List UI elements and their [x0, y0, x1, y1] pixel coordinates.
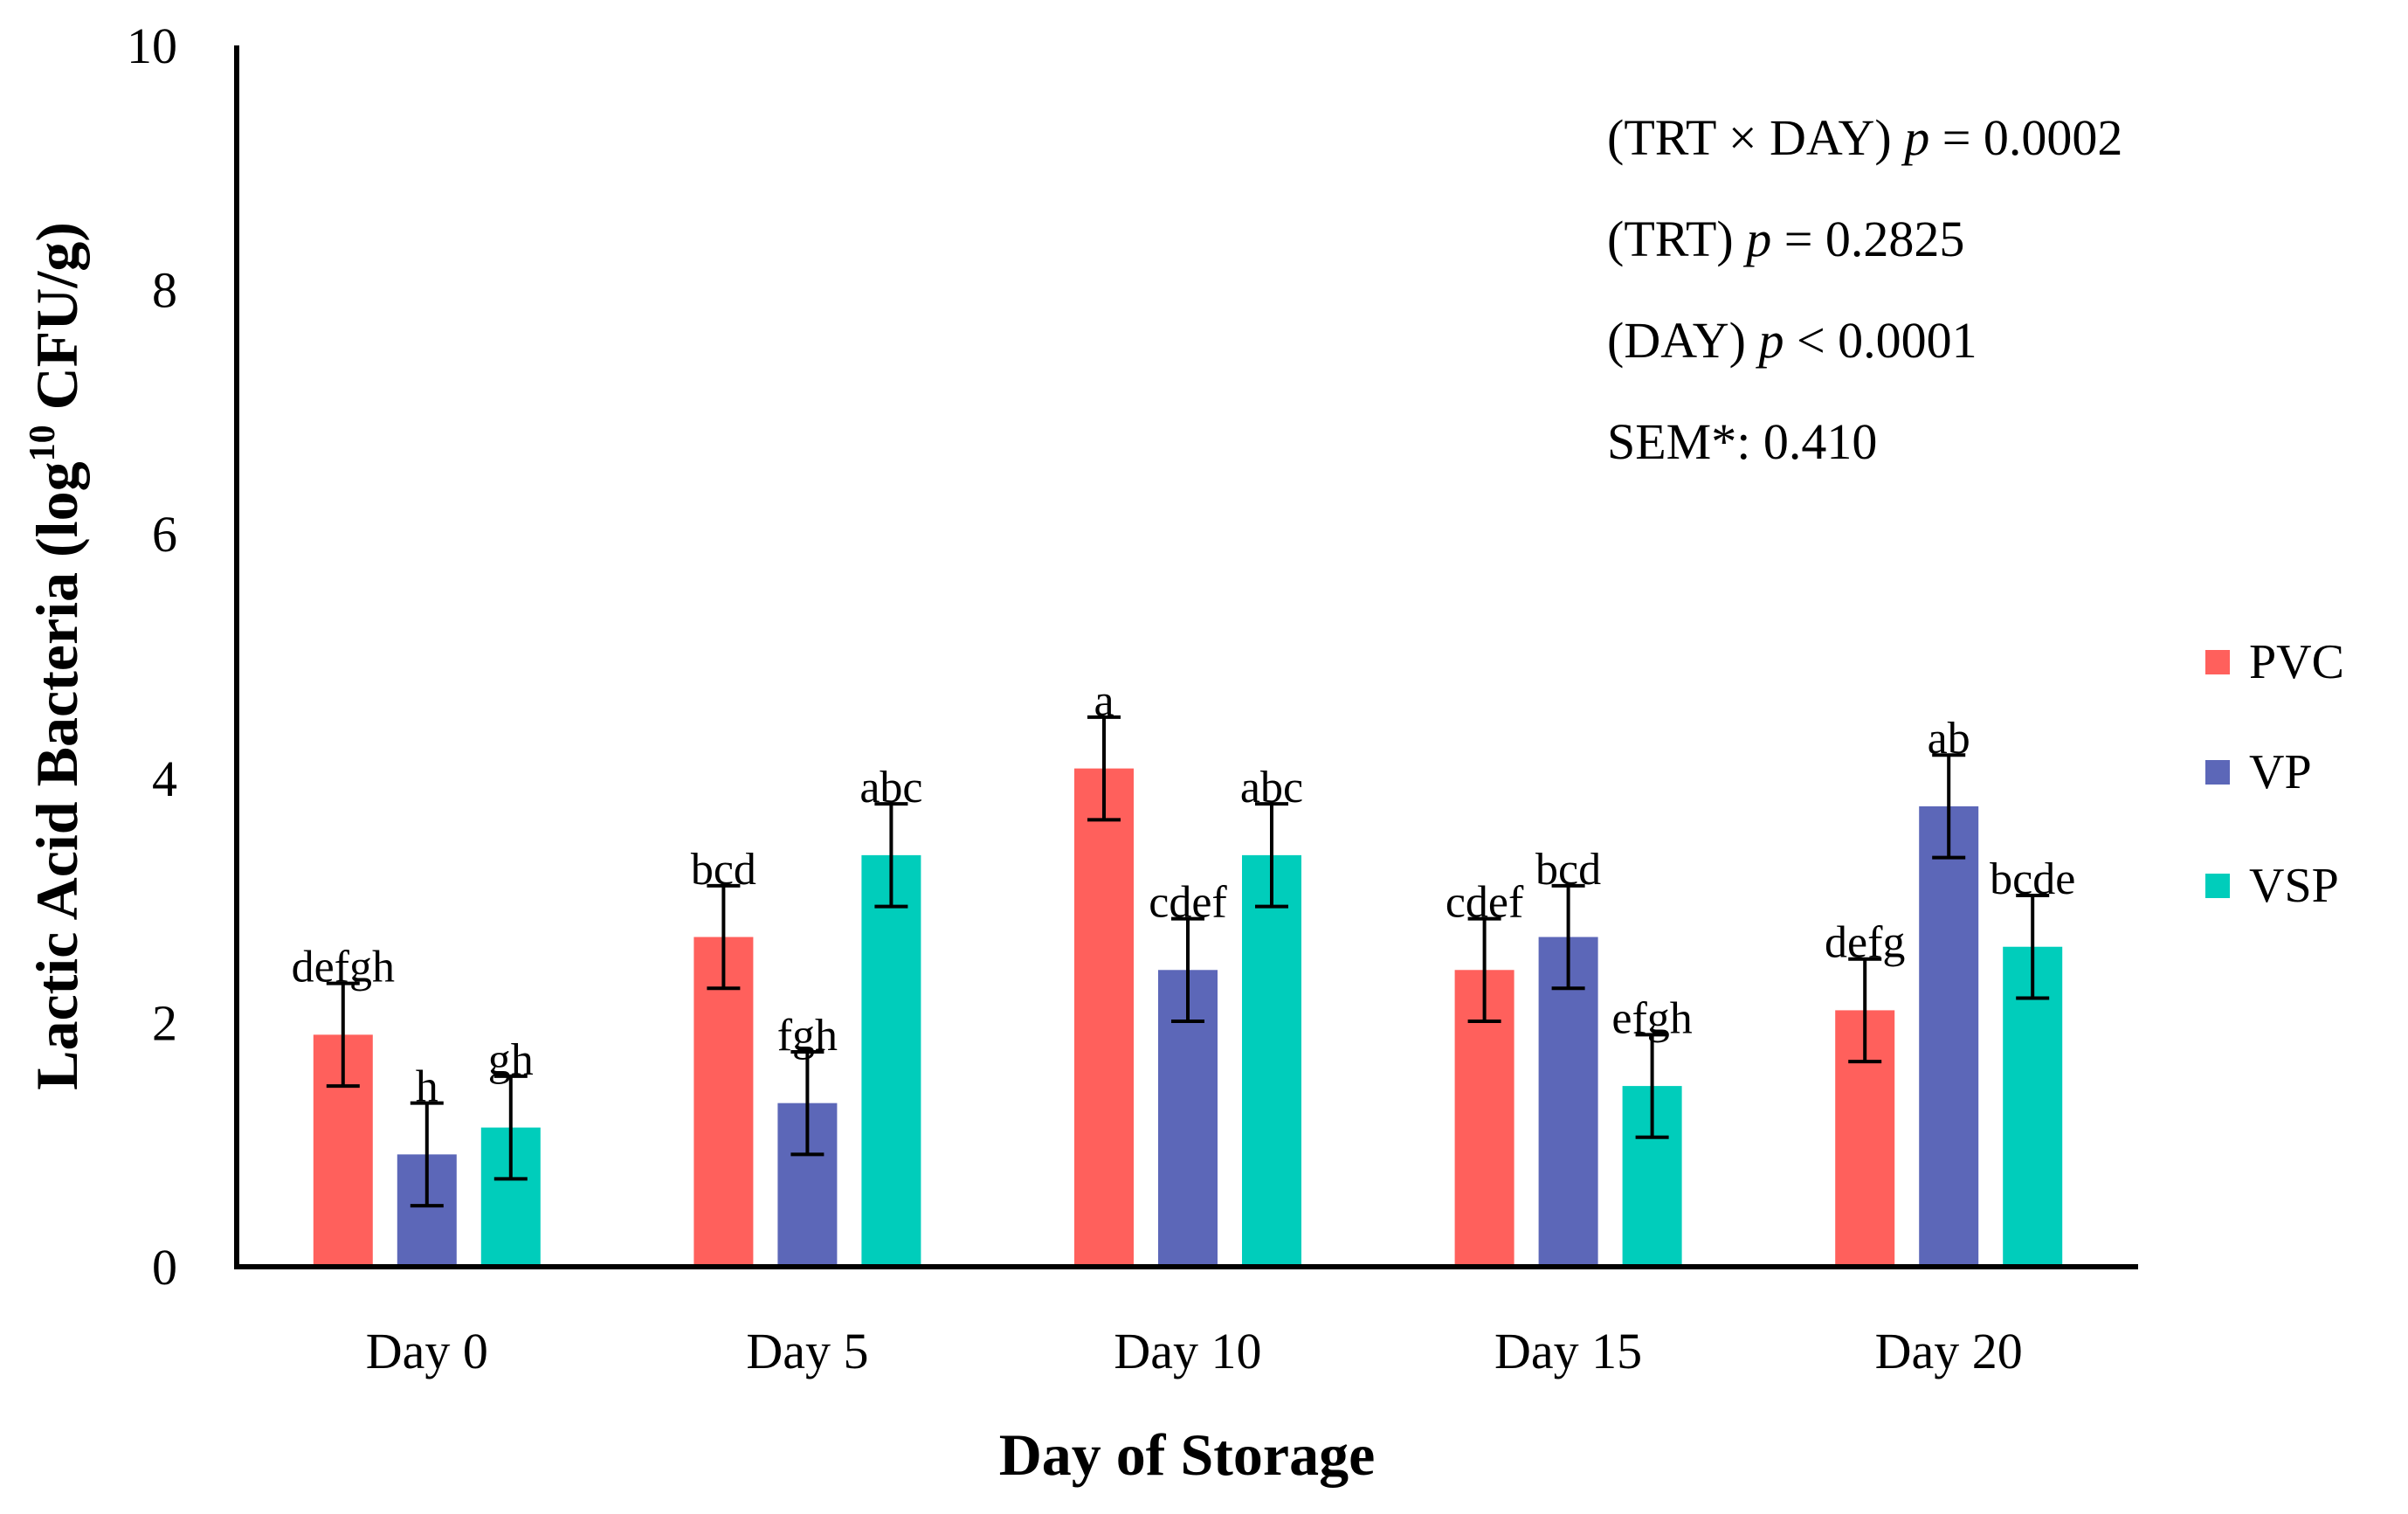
- bar-vp: [1538, 937, 1598, 1267]
- bar-vp: [1919, 805, 1979, 1267]
- stat-post: = 0.0002: [1929, 109, 2123, 166]
- stat-p: p: [1746, 211, 1772, 267]
- x-tick-label: Day 10: [1114, 1323, 1261, 1379]
- significance-label: h: [416, 1062, 438, 1112]
- stat-p: p: [1758, 312, 1784, 369]
- y-tick-label: 6: [152, 506, 177, 563]
- y-axis-ticks: 0 2 4 6 8 10: [127, 17, 177, 1296]
- significance-label: a: [1094, 676, 1114, 726]
- x-tick-label: Day 20: [1875, 1323, 2023, 1379]
- significance-label: abc: [1240, 763, 1303, 812]
- stat-pre: SEM*: 0.410: [1607, 413, 1878, 470]
- y-axis-label-main: Lactic Acid Bacteria (log: [24, 461, 90, 1089]
- significance-label: fgh: [777, 1011, 838, 1061]
- legend-item-vsp: VSP: [2205, 859, 2339, 913]
- stat-pre: (TRT): [1607, 211, 1747, 267]
- significance-label: abc: [859, 763, 922, 812]
- y-axis-label: Lactic Acid Bacteria (log10 CFU/g): [23, 222, 90, 1090]
- y-tick-label: 8: [152, 262, 177, 319]
- bar-pvc: [693, 937, 754, 1267]
- stat-day: (DAY) p < 0.0001: [1607, 311, 1977, 370]
- stat-pre: (TRT × DAY): [1607, 109, 1905, 166]
- y-tick-label: 0: [152, 1239, 177, 1296]
- y-tick-label: 4: [152, 750, 177, 807]
- legend-item-vp: VP: [2205, 745, 2312, 799]
- stat-post: = 0.2825: [1771, 211, 1965, 267]
- y-tick-label: 10: [127, 17, 177, 74]
- bar-pvc: [1074, 768, 1134, 1267]
- legend-swatch-pvc: [2205, 650, 2230, 674]
- x-tick-label: Day 15: [1494, 1323, 1642, 1379]
- legend-label-vp: VP: [2249, 745, 2312, 799]
- x-axis-ticks: Day 0 Day 5 Day 10 Day 15 Day 20: [366, 1323, 2023, 1379]
- stat-sem: SEM*: 0.410: [1607, 412, 1877, 471]
- x-axis-label: Day of Storage: [999, 1421, 1376, 1488]
- y-axis-label-sup: 10: [23, 425, 63, 461]
- significance-label: ab: [1928, 714, 1970, 764]
- significance-label: cdef: [1445, 878, 1524, 928]
- significance-label: efgh: [1611, 993, 1692, 1043]
- stat-treatment: (TRT) p = 0.2825: [1607, 210, 1964, 268]
- x-tick-label: Day 5: [746, 1323, 868, 1379]
- significance-label: defgh: [292, 943, 395, 992]
- significance-label: bcde: [1990, 854, 2075, 904]
- significance-label: gh: [488, 1035, 534, 1085]
- bars: [313, 768, 2063, 1267]
- x-tick-label: Day 0: [366, 1323, 488, 1379]
- legend-label-pvc: PVC: [2249, 635, 2344, 689]
- bar-vsp: [861, 854, 921, 1267]
- legend-swatch-vp: [2205, 760, 2230, 785]
- bar-vsp: [1242, 854, 1301, 1267]
- legend-label-vsp: VSP: [2249, 859, 2339, 913]
- error-bars: [326, 715, 2050, 1208]
- significance-label: cdef: [1149, 878, 1227, 928]
- significance-label: defg: [1825, 918, 1905, 968]
- legend-swatch-vsp: [2205, 874, 2230, 898]
- bar-vsp: [2003, 946, 2063, 1267]
- stat-interaction: (TRT × DAY) p = 0.0002: [1607, 108, 2122, 167]
- stat-p: p: [1904, 109, 1930, 166]
- y-axis-label-end: CFU/g): [24, 222, 90, 425]
- significance-label: bcd: [691, 845, 756, 895]
- stat-pre: (DAY): [1607, 312, 1759, 369]
- y-tick-label: 2: [152, 994, 177, 1051]
- significance-label: bcd: [1535, 845, 1601, 895]
- stat-post: < 0.0001: [1784, 312, 1977, 369]
- legend-item-pvc: PVC: [2205, 635, 2344, 689]
